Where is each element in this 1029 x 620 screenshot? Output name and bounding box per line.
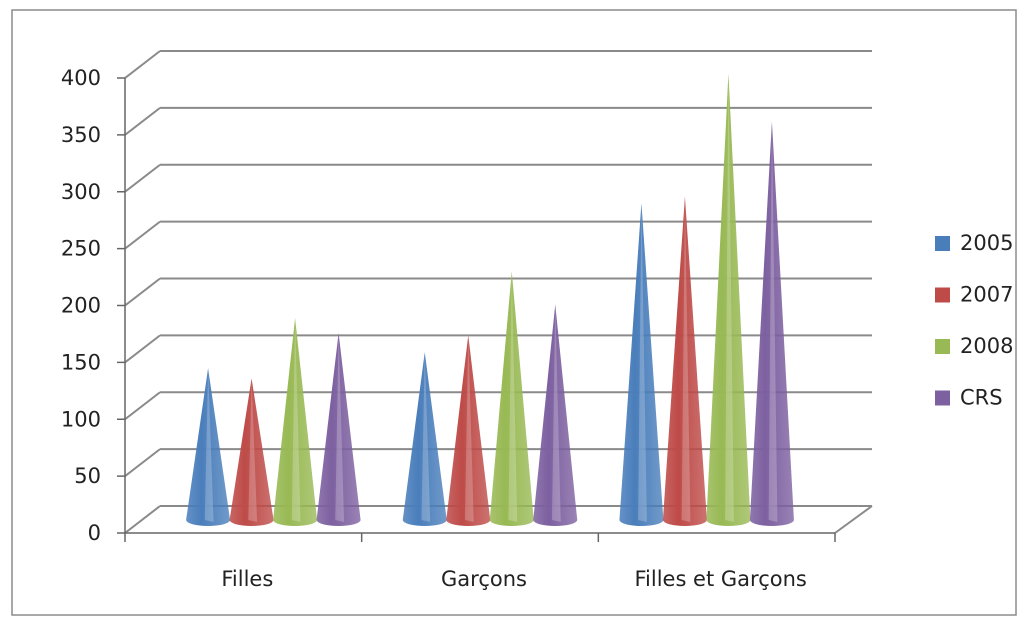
gridline-side [124,277,161,307]
y-tick-label: 50 [74,464,101,488]
cone-highlight [464,335,474,522]
legend: 2005 2007 2008 CRS [935,231,1013,410]
cone-body [229,378,274,526]
y-tick-label: 250 [61,237,101,261]
y-tick-label: 0 [88,521,101,545]
cone-body [402,352,447,526]
legend-label: 2005 [960,231,1013,255]
y-tick-label: 150 [61,350,101,374]
gridline-side [124,505,161,534]
cone-2005-2 [619,203,664,526]
cone-body [619,203,664,526]
cone-CRS-0 [316,332,361,526]
gridline-side [124,163,161,193]
cone-2008-1 [489,271,534,526]
x-category-label: Filles et Garçons [634,567,806,591]
cone-highlight [291,318,301,522]
gridline-side [124,448,161,477]
cone-highlight [551,304,561,522]
legend-label: 2008 [960,334,1013,358]
cone-2007-2 [662,196,707,526]
cone-2005-0 [186,368,231,526]
legend-swatch [935,339,950,354]
gridlines [124,50,872,534]
gridline-side [124,107,161,136]
y-tick-label: 400 [61,66,101,90]
cone-highlight [768,121,778,522]
cone-highlight [204,368,214,522]
floor-right-edge [834,505,873,534]
cone-CRS-2 [749,121,794,526]
x-category-label: Garçons [441,567,527,591]
y-tick-label: 200 [61,294,101,318]
cone-body [186,368,231,526]
gridline-side [124,334,161,364]
y-tick-label: 300 [61,180,101,204]
gridline-side [124,391,161,421]
cone-highlight [681,196,691,522]
y-axis-ticks: 0 50 100 150 200 250 300 350 400 [61,66,101,545]
x-axis-categories: Filles Garçons Filles et Garçons [221,567,806,591]
y-tick-label: 350 [61,123,101,147]
cone-body [662,196,707,526]
cone-body [749,121,794,526]
cone-highlight [421,352,431,522]
cone-body [446,335,491,526]
cone-highlight [248,378,258,522]
legend-swatch [935,390,950,406]
legend-label: 2007 [960,283,1013,307]
cone-2008-0 [273,318,318,526]
legend-swatch [935,287,950,303]
cone-2008-2 [706,73,751,526]
y-tick-label: 100 [61,407,101,431]
cone-highlight [725,73,734,522]
cones [186,73,794,526]
cone-body [316,332,361,526]
gridline-side [124,50,161,79]
cone-CRS-1 [533,304,578,526]
cone-highlight [508,271,518,522]
cone-2007-1 [446,335,491,526]
gridline-side [124,220,161,250]
cone-body [706,73,751,526]
legend-swatch [935,236,950,251]
cone-2005-1 [402,352,447,526]
legend-label: CRS [960,386,1003,410]
cone-body [273,318,318,526]
x-category-label: Filles [221,567,273,591]
cone-highlight [638,203,647,522]
cone-body [489,271,534,526]
cone-highlight [335,332,345,522]
cone-2007-0 [229,378,274,526]
cone-body [533,304,578,526]
